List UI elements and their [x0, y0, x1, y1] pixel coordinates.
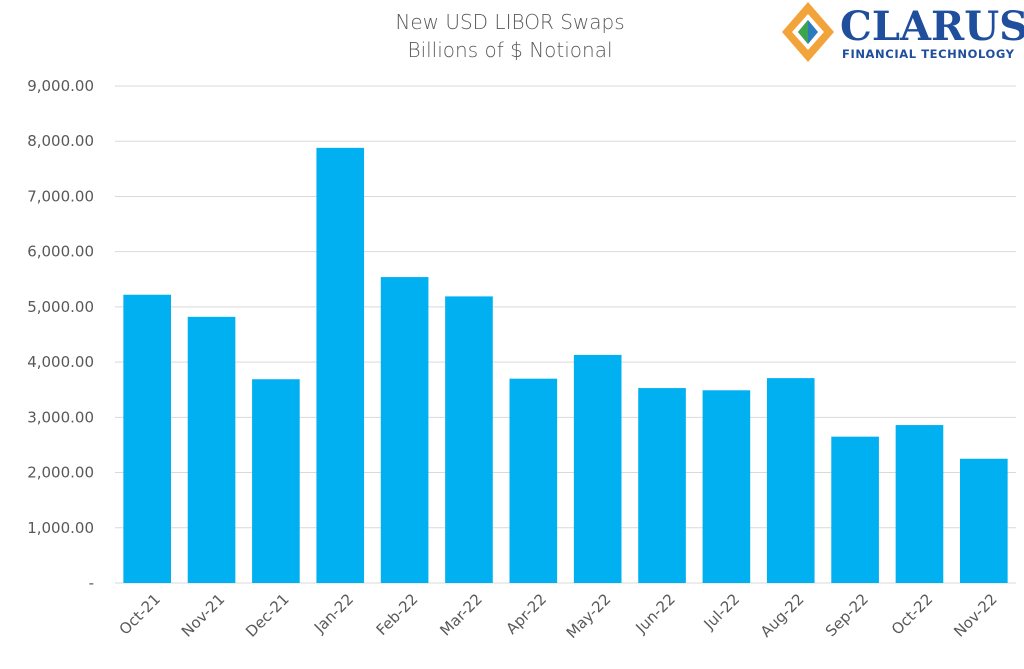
bar	[187, 316, 236, 583]
bar	[573, 354, 622, 583]
x-tick-label: May-22	[563, 590, 615, 642]
x-tick-label: Dec-21	[242, 590, 293, 641]
x-tick-label: Feb-22	[373, 590, 422, 639]
y-axis-labels: - 1,000.00 2,000.00 3,000.00 4,000.00 5,000.0…	[27, 77, 94, 592]
bar	[509, 378, 558, 583]
chart-subtitle: Billions of $ Notional	[407, 38, 613, 62]
bar	[831, 436, 879, 583]
x-tick-label: Nov-21	[178, 590, 228, 640]
bar	[380, 277, 429, 583]
bar	[895, 425, 944, 583]
y-tick-label: 4,000.00	[27, 353, 94, 371]
x-tick-label: Oct-22	[888, 590, 936, 638]
x-tick-label: Mar-22	[436, 590, 485, 639]
y-tick-label: 6,000.00	[27, 243, 94, 261]
bar	[445, 296, 493, 583]
x-tick-label: Aug-22	[757, 590, 808, 641]
bar	[123, 294, 171, 583]
y-tick-label: 1,000.00	[27, 519, 94, 537]
x-tick-label: Apr-22	[502, 590, 550, 638]
x-tick-label: Nov-22	[950, 590, 1000, 640]
x-tick-label: Oct-21	[116, 590, 164, 638]
bar	[960, 458, 1008, 583]
clarus-logo: CLARUS FINANCIAL TECHNOLOGY	[782, 2, 1024, 62]
logo-tagline: FINANCIAL TECHNOLOGY	[842, 47, 1015, 61]
bar	[766, 378, 815, 583]
grid-lines	[115, 85, 1016, 584]
y-tick-label: 9,000.00	[27, 77, 94, 95]
y-tick-label: 2,000.00	[27, 464, 94, 482]
y-tick-label: 3,000.00	[27, 408, 94, 426]
x-axis-labels: Oct-21 Nov-21 Dec-21 Jan-22 Feb-22 Mar-22 Apr-…	[116, 590, 1001, 642]
y-tick-label: 7,000.00	[27, 187, 94, 205]
x-tick-label: Jun-22	[632, 590, 679, 637]
y-tick-label: 5,000.00	[27, 298, 94, 316]
logo-wordmark: CLARUS	[840, 3, 1024, 50]
chart-title: New USD LIBOR Swaps	[395, 10, 625, 34]
x-tick-label: Sep-22	[822, 590, 872, 640]
bar	[252, 379, 300, 583]
bar	[638, 388, 686, 583]
x-tick-label: Jan-22	[310, 590, 357, 637]
bars	[123, 147, 1008, 584]
clarus-logo-mark	[782, 2, 834, 62]
bar	[702, 390, 751, 583]
y-tick-label: -	[89, 574, 94, 592]
y-tick-label: 8,000.00	[27, 132, 94, 150]
bar	[316, 147, 365, 584]
x-tick-label: Jul-22	[700, 590, 744, 634]
